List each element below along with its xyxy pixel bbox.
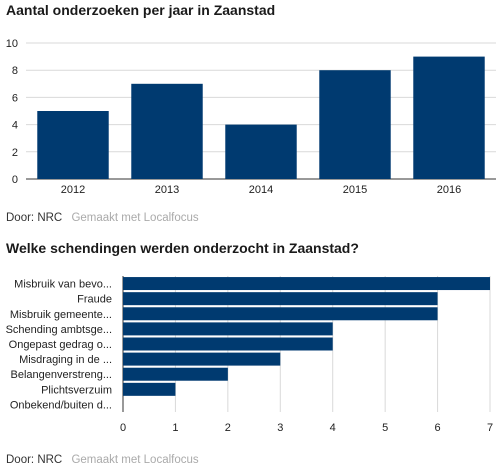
category-label: Ongepast gedrag o... [9,339,112,351]
violations-bar-chart: 0 1 2 3 4 5 6 7 Misbruik van bevo... Fraude Misbru… [6,276,493,434]
x-tick-label: 2015 [343,184,367,196]
bar-3 [123,322,333,336]
x-tick-label: 2013 [155,184,179,196]
footer-violations: Door: NRC Gemaakt met Localfocus [6,454,199,466]
x-tick-label: 3 [277,422,283,434]
x-tick-label: 2016 [437,184,461,196]
y-tick-label: 2 [12,147,18,159]
x-tick-label: 1 [172,422,178,434]
x-tick-label: 6 [435,422,441,434]
category-label: Schending ambtsge... [6,324,112,336]
category-label: Belangenverstreng... [10,369,112,381]
category-label: Fraude [77,294,112,306]
bar-2016 [413,56,485,179]
category-label: Misbruik van bevo... [14,279,112,291]
x-tick-label: 2014 [249,184,273,196]
x-tick-label: 2012 [61,184,85,196]
bar-2013 [131,83,203,179]
bar-7 [123,382,176,396]
bar-0 [123,277,490,291]
chart-title-yearly: Aantal onderzoeken per jaar in Zaanstad [6,2,276,18]
x-tick-label: 2 [225,422,231,434]
category-label: Plichtsverzuim [41,384,112,396]
bar-2012 [37,111,109,179]
bar-6 [123,367,228,381]
footer-made-with-link[interactable]: Gemaakt met Localfocus [71,212,199,224]
y-tick-label: 8 [12,65,18,77]
footer-made-with-link[interactable]: Gemaakt met Localfocus [71,454,199,466]
x-tick-label: 4 [330,422,336,434]
x-tick-label: 0 [120,422,126,434]
x-tick-label: 5 [382,422,388,434]
footer-source: Door: NRC [6,212,63,224]
x-tick-label: 7 [487,422,493,434]
y-tick-label: 10 [6,38,18,50]
bar-1 [123,292,438,306]
bar-2 [123,307,438,321]
category-label: Onbekend/buiten d... [10,399,112,411]
y-tick-label: 6 [12,92,18,104]
footer-yearly: Door: NRC Gemaakt met Localfocus [6,212,199,224]
bar-5 [123,352,281,366]
y-tick-label: 4 [12,120,18,132]
bar-2014 [225,124,297,179]
chart-title-violations: Welke schendingen werden onderzocht in Z… [6,240,359,256]
yearly-bar-chart: 0 2 4 6 8 10 2012 2013 2014 2015 2016 [6,38,496,196]
category-label: Misbruik gemeente... [10,309,112,321]
category-label: Misdraging in de ... [19,354,112,366]
bar-2015 [319,70,391,179]
y-tick-label: 0 [12,174,18,186]
bar-4 [123,337,333,351]
footer-source: Door: NRC [6,454,63,466]
